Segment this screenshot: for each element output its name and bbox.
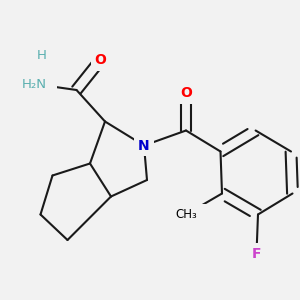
Text: O: O <box>180 86 192 100</box>
Bar <box>12 74 57 94</box>
Text: F: F <box>252 247 261 260</box>
Text: H: H <box>37 49 47 62</box>
Bar <box>134 135 154 156</box>
Bar <box>32 45 52 66</box>
Text: CH₃: CH₃ <box>175 208 197 221</box>
Bar <box>247 243 266 264</box>
Text: H₂N: H₂N <box>22 77 47 91</box>
Text: O: O <box>94 53 106 67</box>
Bar <box>91 50 110 70</box>
Bar <box>176 82 196 103</box>
Text: N: N <box>138 139 150 152</box>
Bar <box>163 204 209 225</box>
